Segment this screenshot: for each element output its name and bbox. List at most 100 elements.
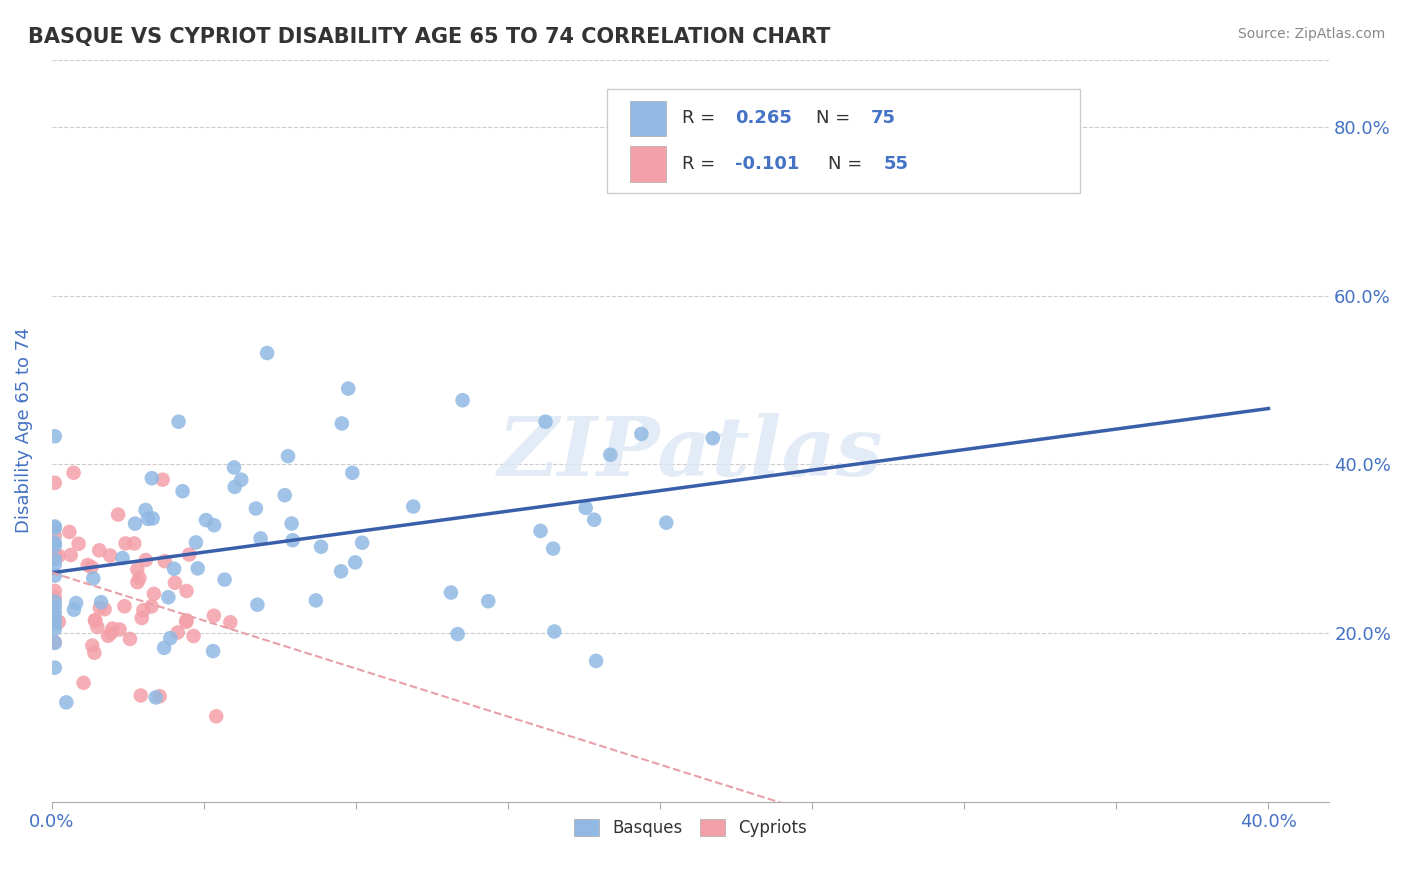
Point <box>166 625 188 640</box>
Point <box>174 615 197 629</box>
Y-axis label: Disability Age 65 to 74: Disability Age 65 to 74 <box>15 327 32 533</box>
Point <box>72 675 94 690</box>
Point <box>163 562 186 576</box>
Point <box>44 583 66 598</box>
Point <box>142 511 165 525</box>
Point <box>135 503 157 517</box>
Point <box>172 484 194 499</box>
Point <box>599 448 621 462</box>
Point <box>114 599 136 614</box>
Point <box>145 690 167 705</box>
Point <box>342 466 364 480</box>
Point <box>167 415 190 429</box>
Point <box>330 565 353 579</box>
Point <box>159 631 181 645</box>
Point <box>44 552 66 566</box>
Point <box>231 473 253 487</box>
Point <box>330 417 353 431</box>
Point <box>44 535 66 549</box>
Point <box>86 620 108 634</box>
Point <box>44 558 66 572</box>
Point <box>529 524 551 538</box>
Point <box>63 603 86 617</box>
Point <box>131 611 153 625</box>
Text: R =: R = <box>682 110 720 128</box>
Point <box>440 585 463 599</box>
Text: 75: 75 <box>870 110 896 128</box>
Point <box>214 573 236 587</box>
Point <box>222 460 245 475</box>
Point <box>136 512 159 526</box>
Point <box>44 475 66 490</box>
Point <box>337 382 360 396</box>
Point <box>108 623 131 637</box>
Point <box>141 471 163 485</box>
Text: R =: R = <box>682 155 720 173</box>
Point <box>44 605 66 619</box>
Point <box>477 594 499 608</box>
Text: -0.101: -0.101 <box>735 155 800 173</box>
Point <box>153 554 176 568</box>
Point <box>114 536 136 550</box>
Point <box>62 466 84 480</box>
Point <box>100 626 122 640</box>
Point <box>176 584 198 599</box>
Point <box>44 429 66 443</box>
Point <box>543 624 565 639</box>
Point <box>97 629 120 643</box>
Point <box>277 449 299 463</box>
Point <box>205 709 228 723</box>
Point <box>65 596 87 610</box>
Point <box>44 599 66 614</box>
Point <box>44 539 66 553</box>
Point <box>118 632 141 646</box>
Point <box>107 508 129 522</box>
Point <box>128 571 150 585</box>
Point <box>195 513 218 527</box>
Point <box>309 540 332 554</box>
Point <box>89 600 111 615</box>
Point <box>585 654 607 668</box>
Point <box>44 622 66 636</box>
Point <box>44 611 66 625</box>
Point <box>575 500 598 515</box>
Point <box>76 558 98 572</box>
Point <box>124 536 146 550</box>
Point <box>142 587 165 601</box>
Point <box>80 560 103 574</box>
Point <box>44 660 66 674</box>
Point <box>630 426 652 441</box>
FancyBboxPatch shape <box>607 89 1080 194</box>
Point <box>44 635 66 649</box>
Point <box>59 548 82 562</box>
Point <box>135 553 157 567</box>
Point <box>44 636 66 650</box>
Point <box>157 591 180 605</box>
Point <box>245 501 267 516</box>
Point <box>402 500 425 514</box>
Point <box>82 639 104 653</box>
Point <box>124 516 146 531</box>
Point <box>344 555 367 569</box>
Text: ZIPatlas: ZIPatlas <box>498 413 883 493</box>
Point <box>98 549 121 563</box>
Point <box>84 613 107 627</box>
Legend: Basques, Cypriots: Basques, Cypriots <box>567 810 815 846</box>
Text: BASQUE VS CYPRIOT DISABILITY AGE 65 TO 74 CORRELATION CHART: BASQUE VS CYPRIOT DISABILITY AGE 65 TO 7… <box>28 27 831 46</box>
Point <box>447 627 470 641</box>
Point <box>44 595 66 609</box>
Text: N =: N = <box>828 155 869 173</box>
Point <box>176 613 198 627</box>
FancyBboxPatch shape <box>630 101 666 136</box>
Point <box>48 615 70 629</box>
Point <box>48 549 70 563</box>
Point <box>202 644 225 658</box>
Point <box>44 549 66 563</box>
Point <box>127 575 149 590</box>
Point <box>129 689 152 703</box>
Point <box>219 615 242 630</box>
Point <box>83 646 105 660</box>
Point <box>246 598 269 612</box>
Point <box>202 518 225 533</box>
Point <box>256 346 278 360</box>
